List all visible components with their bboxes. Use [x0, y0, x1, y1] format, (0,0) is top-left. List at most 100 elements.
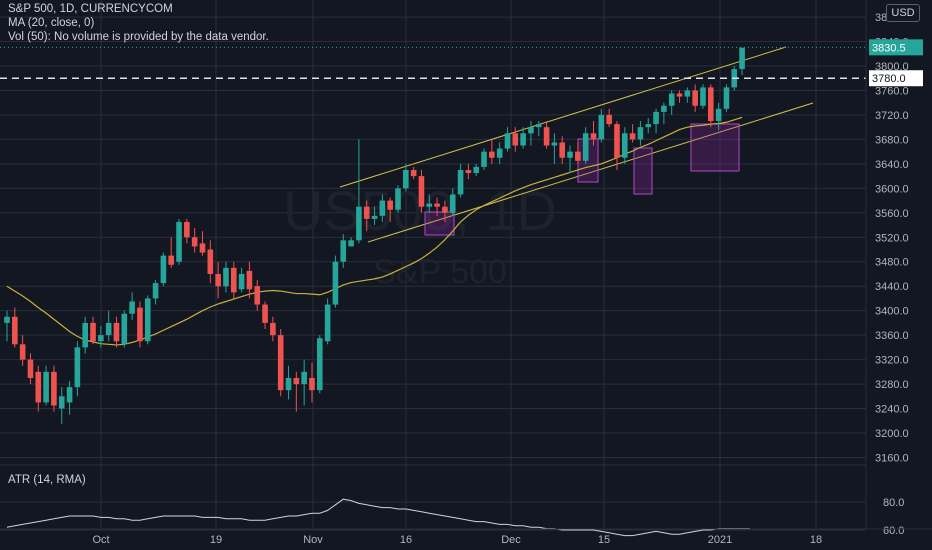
candle-body — [285, 377, 292, 391]
price-tick: 3200.0 — [875, 428, 909, 440]
candle-body — [598, 114, 605, 140]
currency-button[interactable]: USD — [886, 4, 920, 22]
candle-body — [168, 255, 175, 265]
candle-body — [496, 148, 503, 158]
time-tick: 18 — [810, 534, 822, 546]
candle-body — [418, 176, 425, 207]
level-label-bg — [869, 70, 923, 87]
candle-body — [668, 93, 675, 106]
candle-body — [58, 396, 65, 409]
candle-body — [277, 335, 284, 391]
ma-legend: MA (20, close, 0) — [8, 17, 95, 29]
candle-body — [676, 93, 683, 97]
candle-body — [340, 240, 347, 262]
channel-upper — [339, 46, 787, 188]
candle-body — [12, 316, 18, 345]
time-tick: Nov — [303, 534, 323, 546]
price-tick: 3240.0 — [875, 404, 909, 416]
candle-body — [723, 87, 730, 109]
highlight-box — [633, 147, 653, 195]
price-tick: 3760.0 — [875, 85, 909, 97]
candle-body — [739, 47, 745, 70]
candle-body — [653, 111, 659, 125]
price-tick: 3680.0 — [875, 134, 909, 146]
candle-body — [230, 267, 237, 293]
time-tick: 15 — [598, 534, 610, 546]
price-tick: 3480.0 — [875, 257, 909, 269]
time-tick: Oct — [92, 534, 109, 546]
price-tick: 3560.0 — [875, 208, 909, 220]
candle-body — [51, 371, 57, 406]
candle-body — [590, 133, 597, 140]
candle-body — [309, 377, 315, 391]
price-tick: 3800.0 — [875, 61, 909, 73]
candle-body — [317, 338, 323, 391]
candle-body — [528, 127, 534, 134]
candle-body — [473, 166, 479, 174]
time-axis[interactable]: Oct 19 Nov 16 Dec 15 2021 18 — [0, 528, 932, 546]
time-tick: 19 — [210, 534, 222, 546]
candle-body — [90, 322, 96, 342]
highlight-box — [690, 123, 740, 172]
candle-body — [543, 127, 550, 146]
candle-body — [27, 359, 34, 378]
chart-title: S&P 500, 1D, CURRENCYCOM — [8, 3, 173, 15]
price-tick: 3600.0 — [875, 183, 909, 195]
candle-body — [74, 347, 81, 388]
candle-body — [246, 270, 253, 290]
price-tick: 3160.0 — [875, 452, 909, 464]
candle-body — [19, 344, 26, 360]
candle-body — [504, 133, 511, 149]
highlight-box — [424, 211, 455, 236]
candle-body — [121, 313, 128, 345]
time-tick: Dec — [501, 534, 521, 546]
price-tick: 3360.0 — [875, 330, 909, 342]
candle-body — [481, 151, 487, 167]
candle-body — [700, 87, 706, 106]
price-tick: 3400.0 — [875, 306, 909, 318]
candle-body — [66, 387, 73, 403]
candle-body — [293, 377, 300, 385]
candle-body — [465, 169, 472, 174]
candle-body — [559, 142, 566, 158]
candle-body — [708, 87, 714, 122]
candle-body — [4, 316, 10, 323]
candle-body — [551, 142, 558, 146]
candle-body — [363, 206, 370, 219]
price-tick: 3520.0 — [875, 232, 909, 244]
candle-body — [223, 267, 229, 287]
candle-body — [684, 90, 691, 97]
candle-body — [137, 307, 143, 342]
candle-body — [184, 221, 190, 238]
candle-body — [160, 255, 167, 284]
candle-body — [144, 298, 151, 342]
time-tick: 16 — [400, 534, 412, 546]
highlight-boxes — [424, 123, 740, 236]
candle-body — [426, 203, 433, 207]
candle-body — [207, 249, 214, 274]
candle-body — [301, 371, 307, 385]
candles — [4, 47, 745, 424]
candle-body — [489, 151, 495, 158]
candle-body — [661, 105, 667, 112]
candle-body — [191, 237, 198, 247]
candle-body — [152, 283, 159, 299]
candle-body — [254, 286, 261, 305]
atr-title: ATR (14, RMA) — [8, 474, 86, 486]
atr-series-line — [6, 498, 750, 537]
candle-body — [582, 133, 589, 161]
candle-body — [129, 301, 135, 314]
candle-body — [43, 371, 49, 403]
candle-body — [606, 114, 612, 125]
candle-body — [403, 169, 409, 189]
atr-tick: 80.0 — [883, 497, 904, 509]
candle-body — [176, 221, 182, 262]
price-tick: 3440.0 — [875, 281, 909, 293]
candle-body — [395, 188, 401, 210]
price-tick: 3280.0 — [875, 379, 909, 391]
horizontal-line[interactable]: 3780.0 — [0, 70, 923, 87]
last-price-bg — [869, 39, 923, 56]
candle-body — [614, 124, 620, 158]
candle-body — [379, 200, 386, 216]
